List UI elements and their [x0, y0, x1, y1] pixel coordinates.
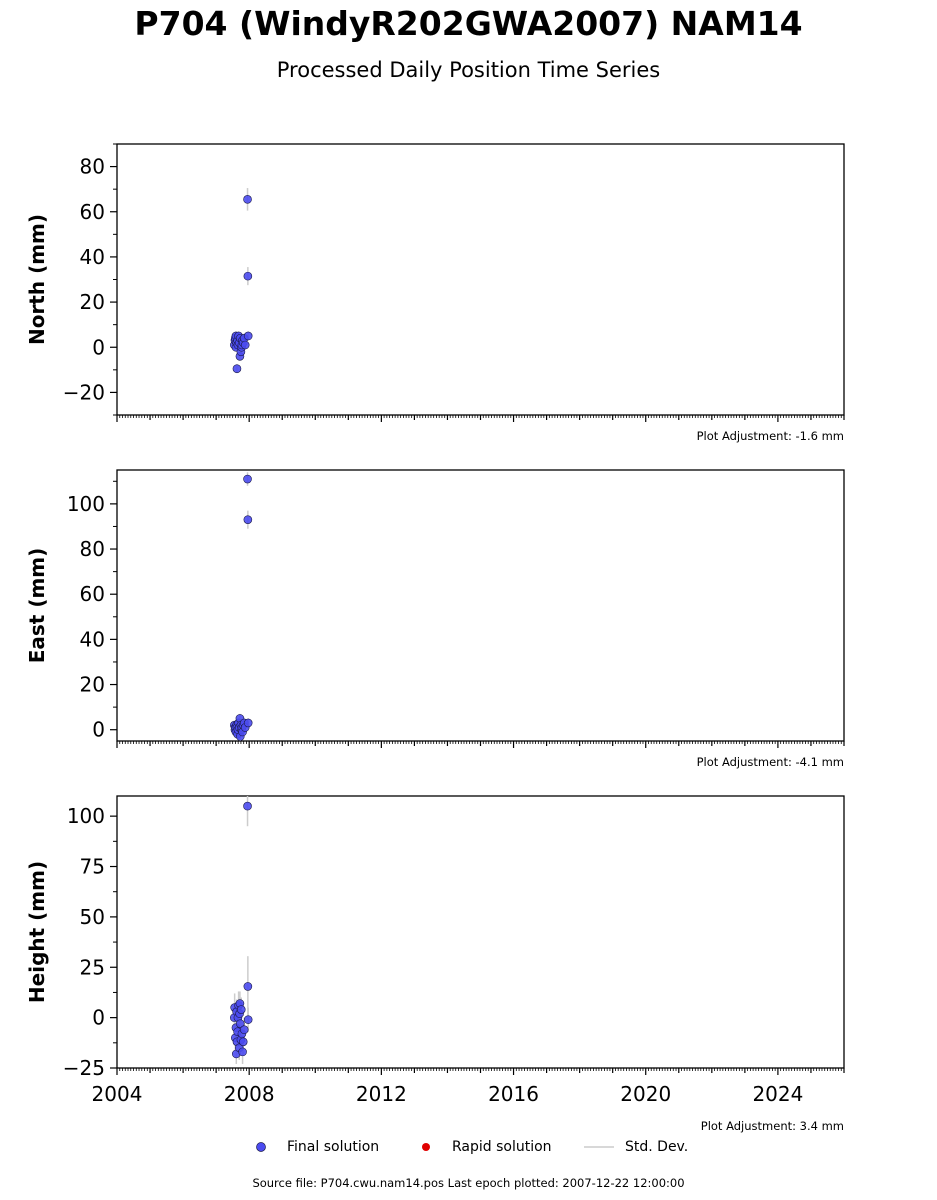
data-point — [243, 271, 253, 281]
legend: Final solution Rapid solution Std. Dev. — [0, 1136, 937, 1158]
y-tick-label: 80 — [80, 155, 105, 179]
std-dev-line-icon — [584, 1146, 614, 1148]
y-axis-label: North (mm) — [25, 214, 49, 345]
data-point — [235, 1019, 245, 1028]
y-tick-label: −20 — [63, 380, 105, 404]
data-point — [238, 1037, 248, 1047]
final-solution-marker-icon — [256, 1142, 266, 1152]
data-point — [236, 1005, 246, 1014]
y-tick-label: 0 — [92, 335, 105, 359]
chart-title: P704 (WindyR202GWA2007) NAM14 — [134, 4, 803, 43]
panel-2: −25 0 25 50 75 100 2004 2008 2012 2016 2020 2024 Hei… — [25, 795, 845, 1133]
data-point — [238, 1047, 247, 1057]
data-point — [243, 801, 252, 811]
y-tick-label: 50 — [80, 905, 105, 929]
y-tick-label: 40 — [80, 627, 105, 651]
data-point — [232, 364, 242, 374]
y-tick-label: 0 — [92, 1006, 105, 1030]
y-tick-label: −25 — [63, 1056, 105, 1080]
y-tick-label: 60 — [80, 200, 105, 224]
y-tick-label: 20 — [80, 673, 105, 697]
data-point — [243, 1015, 253, 1024]
data-point — [243, 718, 253, 728]
x-tick-label: 2016 — [488, 1082, 539, 1106]
x-tick-label: 2024 — [752, 1082, 803, 1106]
y-tick-label: 0 — [92, 718, 105, 742]
y-tick-label: 100 — [67, 492, 105, 516]
plot-adjustment-note: Plot Adjustment: 3.4 mm — [701, 1119, 844, 1133]
plot-frame — [116, 795, 845, 1069]
data-point — [239, 1025, 249, 1035]
y-tick-label: 75 — [80, 855, 105, 879]
plot-adjustment-note: Plot Adjustment: -1.6 mm — [697, 429, 844, 443]
legend-rapid-label: Rapid solution — [452, 1139, 552, 1155]
legend-std-label: Std. Dev. — [625, 1139, 689, 1155]
data-point — [243, 331, 253, 341]
plot-adjustment-note: Plot Adjustment: -4.1 mm — [697, 755, 844, 769]
data-point — [243, 195, 252, 204]
data-point — [243, 474, 252, 484]
x-tick-label: 2004 — [92, 1082, 143, 1106]
y-tick-label: 40 — [80, 245, 105, 269]
data-point — [240, 340, 250, 350]
panel-0: −20 0 20 40 60 80 North (mm) Plot Adjustment: -… — [25, 143, 845, 443]
plot-frame — [116, 143, 845, 416]
plot-frame — [116, 469, 845, 742]
rapid-solution-marker-icon — [422, 1143, 430, 1151]
x-tick-label: 2012 — [356, 1082, 407, 1106]
y-tick-label: 60 — [80, 582, 105, 606]
source-note: Source file: P704.cwu.nam14.pos Last epo… — [252, 1176, 685, 1190]
x-tick-label: 2020 — [620, 1082, 671, 1106]
panel-1: 0 20 40 60 80 100 East (mm) Plot Adjustment: -4… — [25, 469, 845, 769]
y-tick-label: 80 — [80, 537, 105, 561]
y-tick-label: 100 — [67, 804, 105, 828]
y-tick-label: 20 — [80, 290, 105, 314]
legend-final-label: Final solution — [287, 1139, 380, 1155]
y-axis-label: East (mm) — [25, 548, 49, 664]
data-point — [243, 515, 253, 524]
x-tick-label: 2008 — [224, 1082, 275, 1106]
chart-subtitle: Processed Daily Position Time Series — [276, 58, 661, 82]
y-axis-label: Height (mm) — [25, 861, 49, 1003]
y-tick-label: 25 — [80, 955, 105, 979]
data-point — [243, 982, 253, 991]
